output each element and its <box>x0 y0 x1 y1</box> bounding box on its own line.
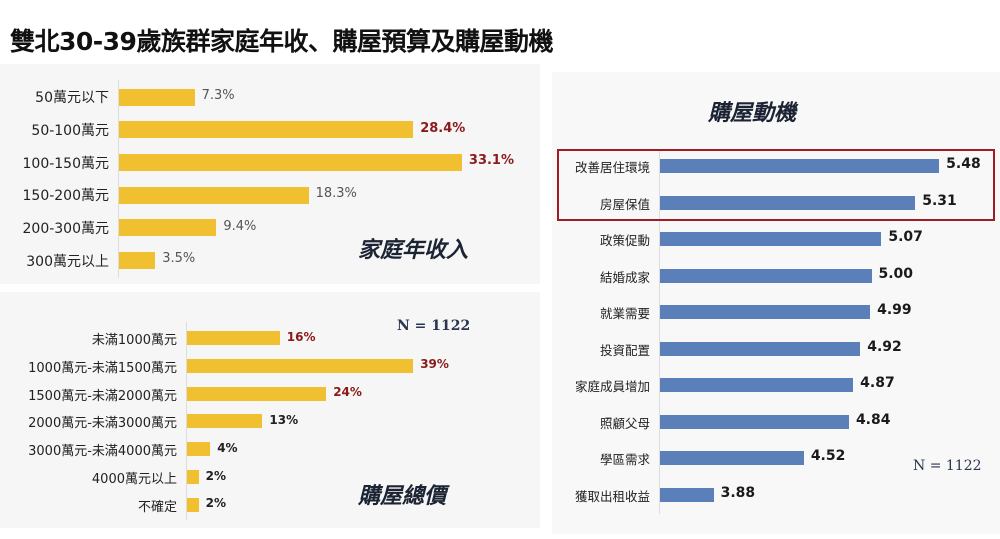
motivation-bar <box>660 305 871 319</box>
income-category-label: 50萬元以下 <box>35 90 109 107</box>
income-value-label: 3.5% <box>162 251 196 267</box>
income-category-label: 100-150萬元 <box>22 155 110 172</box>
budget-category-label: 未滿1000萬元 <box>91 332 177 348</box>
income-bar <box>119 219 217 237</box>
budget-value-label: 24% <box>333 385 362 400</box>
motivation-category-label: 學區需求 <box>599 452 650 468</box>
motivation-category-label: 房屋保值 <box>599 196 650 212</box>
income-bar <box>119 252 156 269</box>
motivation-sample-size: N = 1122 <box>913 458 982 474</box>
motivation-value-label: 5.07 <box>888 229 923 246</box>
motivation-category-label: 照顧父母 <box>599 415 650 431</box>
income-value-label: 9.4% <box>223 218 257 234</box>
motivation-axis <box>659 150 660 514</box>
motivation-bar <box>660 487 714 502</box>
motivation-category-label: 改善居住環境 <box>574 160 650 176</box>
motivation-bar <box>660 341 861 356</box>
motivation-bar <box>660 268 872 283</box>
motivation-value-label: 4.52 <box>810 448 846 465</box>
motivation-value-label: 5.31 <box>922 192 957 209</box>
income-bar <box>119 121 414 139</box>
motivation-value-label: 3.88 <box>720 484 756 501</box>
motivation-value-label: 5.00 <box>878 265 914 282</box>
budget-value-label: 2% <box>205 496 226 511</box>
motivation-bar <box>660 232 882 246</box>
income-bar <box>119 153 462 171</box>
budget-bar <box>187 386 327 401</box>
budget-value-label: 16% <box>286 329 316 344</box>
income-category-label: 150-200萬元 <box>22 188 110 205</box>
budget-bar <box>187 331 280 345</box>
budget-value-label: 39% <box>420 357 449 372</box>
motivation-category-label: 政策促動 <box>599 233 650 249</box>
budget-category-label: 4000萬元以上 <box>91 471 177 487</box>
budget-category-label: 3000萬元-未滿4000萬元 <box>28 444 177 460</box>
motivation-bar <box>660 414 849 429</box>
income-value-label: 7.3% <box>201 87 235 103</box>
budget-value-label: 4% <box>217 440 238 455</box>
income-category-label: 200-300萬元 <box>22 221 110 237</box>
budget-bar <box>187 470 199 484</box>
budget-sample-size: N = 1122 <box>397 318 471 334</box>
page-title: 雙北30-39歲族群家庭年收、購屋預算及購屋動機 <box>10 27 553 56</box>
motivation-category-label: 家庭成員增加 <box>574 379 650 395</box>
motivation-category-label: 結婚成家 <box>599 269 650 285</box>
motivation-bar <box>660 195 916 210</box>
highlight-box <box>557 149 995 221</box>
income-bar <box>119 186 309 204</box>
budget-value-label: 13% <box>269 413 299 427</box>
motivation-value-label: 4.99 <box>877 302 912 319</box>
budget-axis <box>186 322 187 520</box>
budget-category-label: 1500萬元-未滿2000萬元 <box>28 388 177 404</box>
income-value-label: 28.4% <box>420 120 466 136</box>
motivation-bar <box>660 451 804 465</box>
motivation-bar <box>660 378 854 392</box>
budget-bar <box>187 358 414 373</box>
income-value-label: 18.3% <box>315 186 357 201</box>
motivation-category-label: 投資配置 <box>599 342 650 358</box>
motivation-value-label: 5.48 <box>946 156 981 173</box>
motivation-value-label: 4.84 <box>855 411 891 428</box>
budget-bar <box>187 442 211 457</box>
income-panel <box>0 64 540 284</box>
budget-category-label: 1000萬元-未滿1500萬元 <box>28 360 177 376</box>
motivation-bar <box>660 159 940 173</box>
budget-chart-title: 購屋總價 <box>358 484 447 509</box>
income-chart-title: 家庭年收入 <box>358 238 469 263</box>
budget-value-label: 2% <box>205 468 226 483</box>
budget-bar <box>187 497 199 512</box>
budget-bar <box>187 414 263 429</box>
income-axis <box>118 80 119 278</box>
income-bar <box>119 88 195 106</box>
budget-category-label: 2000萬元-未滿3000萬元 <box>28 416 177 432</box>
motivation-chart-title: 購屋動機 <box>708 101 797 126</box>
motivation-value-label: 4.87 <box>860 375 895 392</box>
motivation-category-label: 就業需要 <box>599 306 650 322</box>
income-category-label: 50-100萬元 <box>31 122 109 139</box>
motivation-value-label: 4.92 <box>867 338 902 355</box>
budget-category-label: 不確定 <box>137 499 177 515</box>
income-value-label: 33.1% <box>468 153 515 169</box>
income-category-label: 300萬元以上 <box>26 253 109 270</box>
motivation-category-label: 獲取出租收益 <box>574 488 650 504</box>
